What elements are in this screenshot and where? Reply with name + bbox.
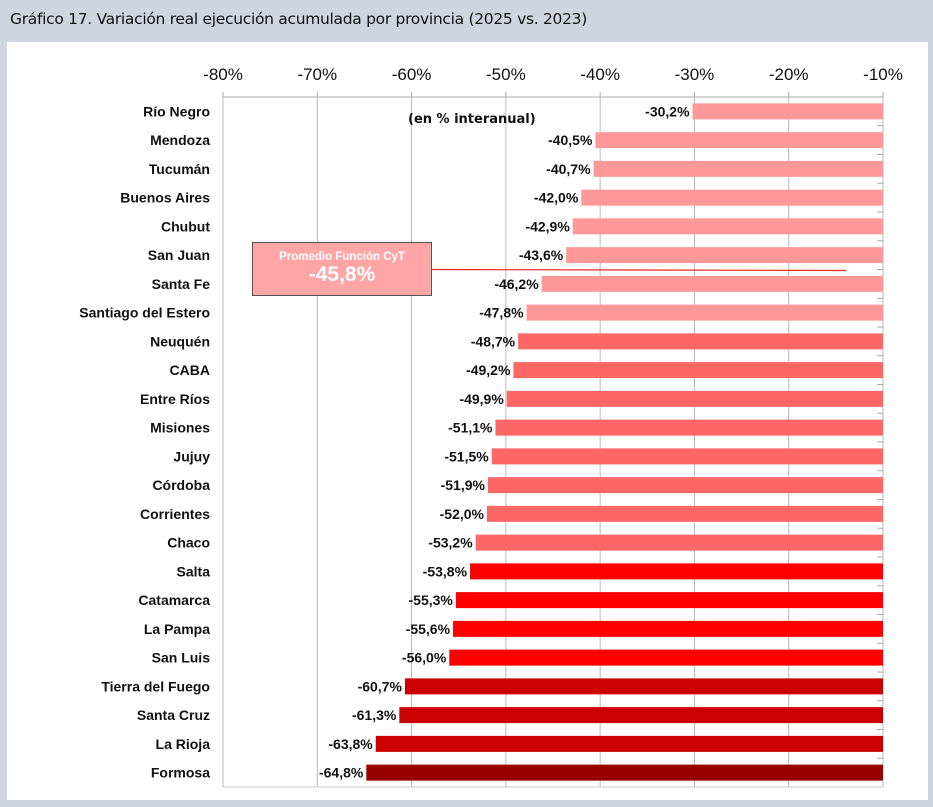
data-label: -60,7% (358, 678, 403, 694)
data-label: -42,9% (525, 218, 570, 234)
bar (518, 333, 883, 350)
bar (506, 390, 883, 407)
gridlines (222, 96, 884, 788)
bar (692, 103, 883, 120)
data-label: -53,8% (423, 563, 468, 579)
data-label: -52,0% (440, 506, 485, 522)
data-labels: -30,2% -40,5% -40,7% -42,0% -42,9% -43,6% -46,… (319, 103, 690, 780)
bar (399, 707, 883, 724)
data-label: -64,8% (319, 765, 364, 781)
category-label: Santa Fe (152, 276, 211, 292)
data-label: -55,6% (406, 621, 451, 637)
category-label: Chaco (167, 535, 210, 551)
data-label: -51,5% (444, 448, 489, 464)
data-label: -40,7% (546, 161, 591, 177)
data-label: -48,7% (471, 333, 516, 349)
category-label: Neuquén (150, 333, 210, 349)
category-label: Santiago del Estero (79, 305, 210, 321)
data-label: -51,1% (448, 420, 493, 436)
bar (491, 448, 883, 465)
x-tick-label: -50% (486, 65, 526, 84)
category-label: Chubut (161, 218, 210, 234)
x-axis-ticks: -80% -70% -60% -50% -40% -30% -20% -10% (203, 65, 903, 759)
data-label: -49,2% (466, 362, 511, 378)
data-label: -42,0% (534, 190, 579, 206)
category-label: Buenos Aires (120, 190, 210, 206)
bars (366, 103, 883, 781)
bar (526, 304, 883, 321)
category-label: San Juan (148, 247, 210, 263)
bar (455, 592, 883, 609)
bar (593, 160, 883, 177)
category-label: CABA (170, 362, 210, 378)
category-label: Misiones (150, 420, 210, 436)
average-callout: Promedio Función CyT -45,8% (252, 242, 432, 296)
category-label: Catamarca (138, 592, 210, 608)
category-label: Mendoza (150, 132, 210, 148)
category-label: La Pampa (144, 621, 210, 637)
category-label: Formosa (151, 765, 210, 781)
bar (375, 735, 883, 752)
category-label: Santa Cruz (137, 707, 210, 723)
bar (566, 247, 883, 264)
x-tick-label: -70% (297, 65, 337, 84)
bar (581, 189, 883, 206)
bar (470, 563, 883, 580)
bar (595, 132, 883, 149)
bar (366, 764, 883, 781)
average-callout-label: Promedio Función CyT (279, 251, 405, 263)
bar (495, 419, 883, 436)
category-label: Río Negro (143, 103, 210, 119)
category-label: San Luis (152, 650, 211, 666)
bar (572, 218, 883, 235)
x-tick-label: -60% (392, 65, 432, 84)
data-label: -55,3% (409, 592, 454, 608)
category-label: Entre Ríos (140, 391, 210, 407)
category-label: Corrientes (140, 506, 210, 522)
x-tick-label: -40% (580, 65, 620, 84)
category-label: Salta (177, 563, 211, 579)
data-label: -53,2% (428, 535, 473, 551)
category-label: Tucumán (149, 161, 210, 177)
bar (453, 620, 883, 637)
data-label: -30,2% (645, 103, 690, 119)
x-tick-label: -10% (863, 65, 903, 84)
chart-title: Gráfico 17. Variación real ejecución acu… (10, 10, 587, 28)
data-label: -49,9% (459, 391, 504, 407)
x-tick-label: -30% (675, 65, 715, 84)
data-label: -43,6% (519, 247, 564, 263)
x-tick-label: -80% (203, 65, 243, 84)
data-label: -40,5% (548, 132, 593, 148)
category-labels: Río Negro Mendoza Tucumán Buenos Aires Chubu… (79, 103, 210, 780)
bar (449, 649, 883, 666)
data-label: -63,8% (328, 736, 373, 752)
bar (513, 362, 883, 379)
data-label: -47,8% (479, 305, 524, 321)
data-label: -56,0% (402, 650, 447, 666)
unit-note: (en % interanual) (408, 112, 536, 127)
data-label: -61,3% (352, 707, 397, 723)
average-callout-value: -45,8% (308, 263, 376, 286)
category-label: Córdoba (152, 477, 210, 493)
category-label: Jujuy (173, 448, 210, 464)
x-tick-label: -20% (769, 65, 809, 84)
data-label: -46,2% (494, 276, 539, 292)
bar (487, 477, 883, 494)
data-label: -51,9% (441, 477, 486, 493)
bar (475, 534, 883, 551)
category-label: La Rioja (156, 736, 211, 752)
average-reference-line (431, 268, 847, 272)
bar (541, 275, 883, 292)
category-label: Tierra del Fuego (101, 678, 210, 694)
bar (487, 505, 883, 522)
bar (404, 678, 883, 695)
